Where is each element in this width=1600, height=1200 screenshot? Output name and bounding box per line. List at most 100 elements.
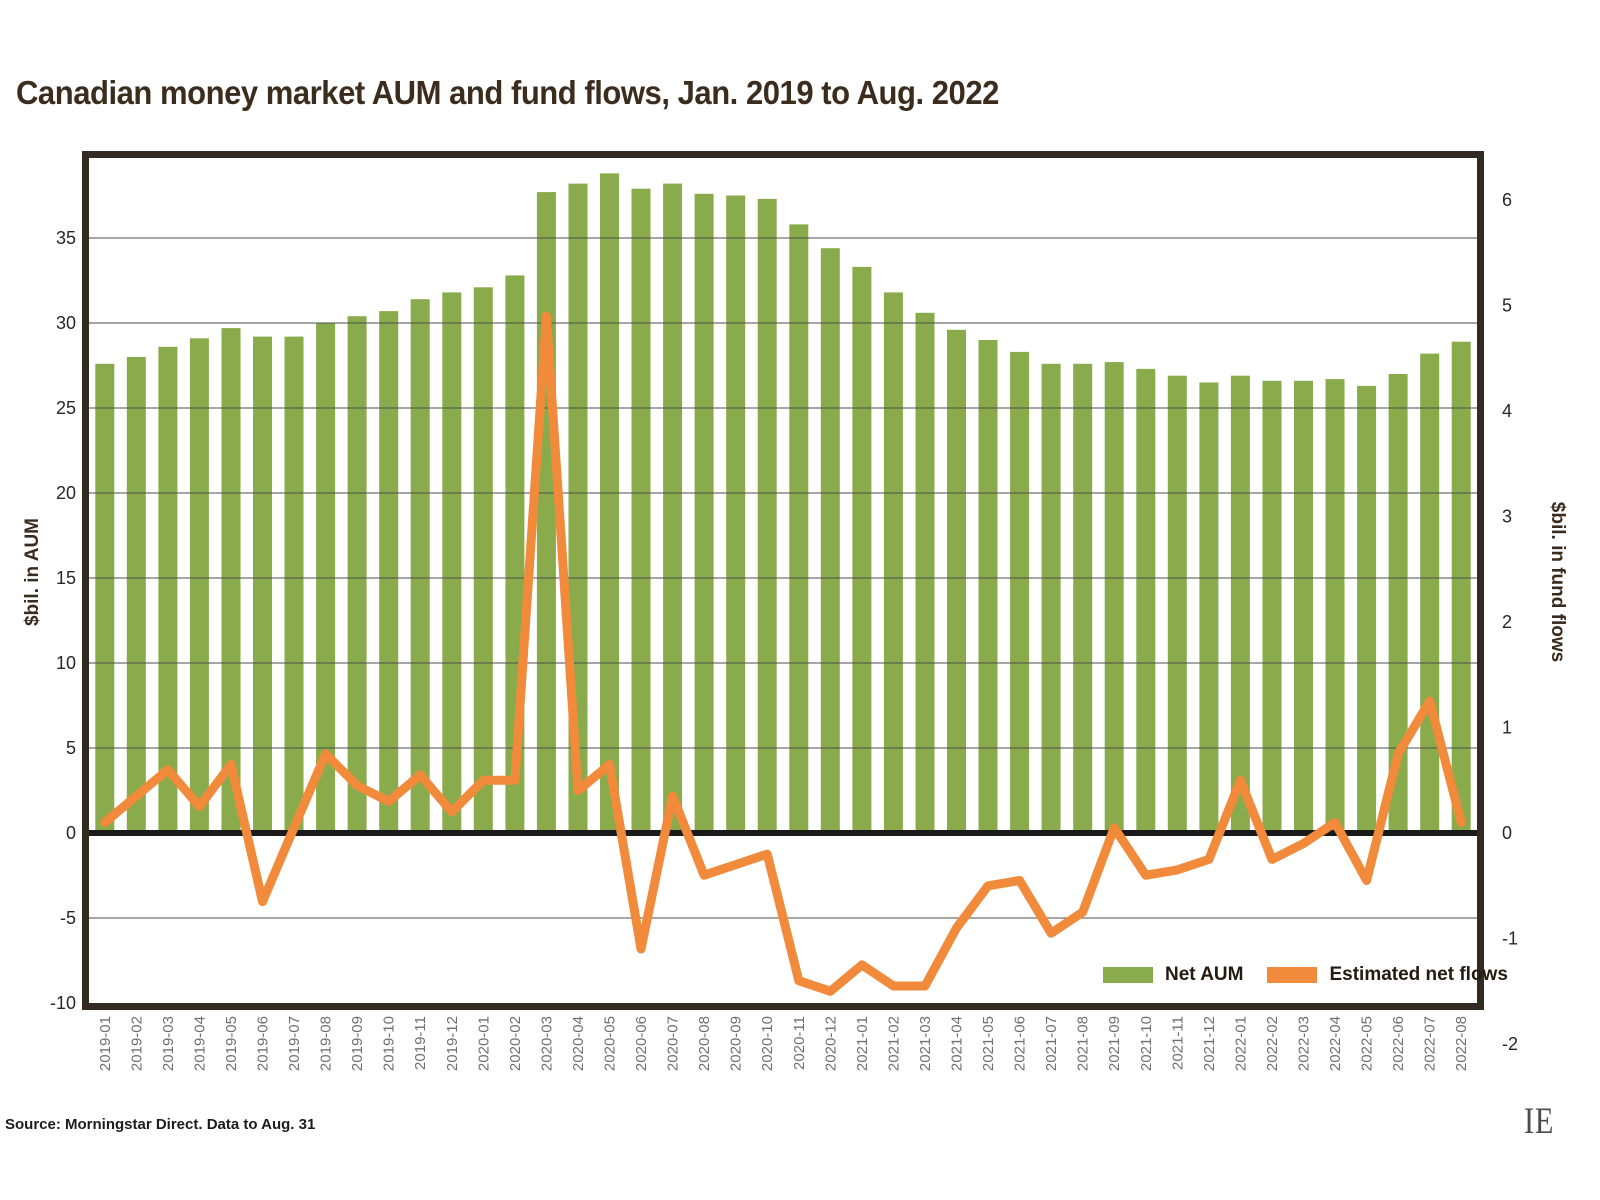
x-axis-label: 2021-10 <box>1138 1016 1155 1071</box>
aum-bar <box>947 329 966 833</box>
x-axis-label: 2021-07 <box>1043 1016 1060 1071</box>
aum-bar <box>1010 351 1030 833</box>
aum-bar <box>126 357 146 833</box>
x-axis-label: 2021-09 <box>1106 1016 1123 1071</box>
aum-bar <box>1357 385 1377 833</box>
aum-bar <box>1325 379 1345 833</box>
x-axis-label: 2020-10 <box>759 1016 776 1071</box>
aum-bar <box>789 224 809 833</box>
right-axis-tick: -2 <box>1502 1034 1518 1054</box>
x-axis-label: 2020-11 <box>791 1016 808 1070</box>
x-axis-label: 2022-01 <box>1232 1016 1249 1071</box>
x-axis-label: 2022-06 <box>1390 1016 1407 1071</box>
x-axis-label: 2020-09 <box>728 1016 745 1071</box>
x-axis-label: 2020-01 <box>475 1016 492 1071</box>
aum-bar <box>757 198 777 833</box>
x-axis-label: 2020-05 <box>602 1016 619 1071</box>
x-axis-label: 2021-05 <box>980 1016 997 1071</box>
left-axis-tick: 0 <box>66 823 76 843</box>
aum-bar <box>189 338 209 833</box>
chart-title: Canadian money market AUM and fund flows… <box>16 74 999 111</box>
aum-bar <box>347 316 367 833</box>
left-axis-tick: -10 <box>50 993 76 1013</box>
aum-bar <box>379 311 399 834</box>
aum-bar <box>1199 382 1219 833</box>
left-axis-tick: -5 <box>60 908 76 928</box>
x-axis-label: 2021-01 <box>854 1016 871 1071</box>
right-axis-tick: 5 <box>1502 296 1512 316</box>
left-axis-tick: 20 <box>56 483 76 503</box>
x-axis-label: 2022-04 <box>1327 1016 1344 1071</box>
aum-bar <box>978 340 998 833</box>
x-axis-label: 2021-11 <box>1169 1016 1186 1070</box>
source-note: Source: Morningstar Direct. Data to Aug.… <box>5 1116 316 1133</box>
aum-bar <box>1451 341 1471 833</box>
aum-bar <box>883 292 903 833</box>
aum-bar <box>221 328 241 833</box>
x-axis-label: 2022-08 <box>1453 1016 1470 1071</box>
x-axis-label: 2019-06 <box>255 1016 272 1071</box>
x-axis-label: 2021-04 <box>949 1016 966 1071</box>
aum-bar <box>536 192 556 834</box>
x-axis-label: 2021-02 <box>885 1016 902 1071</box>
aum-bar <box>410 299 430 833</box>
left-axis-tick: 25 <box>56 398 76 418</box>
x-axis-label: 2021-12 <box>1201 1016 1218 1071</box>
aum-bar <box>915 312 935 833</box>
left-axis-tick: 5 <box>66 738 76 758</box>
x-axis-label: 2019-11 <box>412 1016 429 1070</box>
left-axis-tick: 35 <box>56 228 76 248</box>
aum-bar <box>1104 362 1124 833</box>
x-axis-label: 2019-04 <box>191 1016 208 1071</box>
net-flows-label: Estimated net flows <box>1329 964 1508 985</box>
aum-bar <box>1136 368 1156 833</box>
x-axis-label: 2022-05 <box>1359 1016 1376 1071</box>
aum-bar <box>663 183 683 834</box>
aum-bar <box>253 336 272 833</box>
plot-border <box>82 151 1484 1010</box>
x-axis-label: 2020-02 <box>507 1016 524 1071</box>
x-axis-label: 2019-05 <box>223 1016 240 1071</box>
net-flows-swatch <box>1267 967 1318 983</box>
x-axis-label: 2019-07 <box>286 1016 303 1071</box>
aum-bar <box>473 287 493 833</box>
x-axis-label: 2022-02 <box>1264 1016 1281 1071</box>
aum-bar <box>1388 374 1408 833</box>
aum-bar <box>284 336 304 833</box>
right-axis-tick: 4 <box>1502 401 1512 421</box>
net-flows-line <box>100 311 1466 996</box>
right-axis-tick: 2 <box>1502 612 1512 632</box>
aum-bar <box>1230 375 1250 833</box>
aum-bar <box>631 188 651 833</box>
aum-bar <box>1073 363 1093 833</box>
x-axis-label: 2019-12 <box>444 1016 461 1071</box>
net-aum-label: Net AUM <box>1165 964 1244 985</box>
aum-bar <box>95 363 115 833</box>
left-axis-title: $bil. in AUM <box>22 517 43 627</box>
right-axis-title: $bil. in fund flows <box>1547 501 1568 663</box>
legend: Net AUM Estimated net flows <box>1103 964 1508 986</box>
right-axis-tick: -1 <box>1502 929 1518 949</box>
x-axis-label: 2021-03 <box>917 1016 934 1071</box>
x-axis-label: 2020-07 <box>665 1016 682 1071</box>
aum-bar <box>1041 363 1061 833</box>
x-axis-label: 2020-04 <box>570 1016 587 1071</box>
aum-bar <box>1262 380 1282 833</box>
x-axis-label: 2019-08 <box>318 1016 335 1071</box>
net-aum-swatch <box>1103 967 1153 983</box>
x-axis-label: 2019-03 <box>160 1016 177 1071</box>
x-axis-label: 2019-10 <box>381 1016 398 1071</box>
x-axis-label: 2020-08 <box>696 1016 713 1071</box>
left-axis-tick: 15 <box>56 568 76 588</box>
left-axis-tick: 30 <box>56 313 76 333</box>
right-axis-tick: 0 <box>1502 823 1512 843</box>
right-axis-tick: 6 <box>1502 190 1512 210</box>
aum-bar <box>600 173 619 833</box>
aum-bar <box>442 292 462 833</box>
x-axis-label: 2022-07 <box>1422 1016 1439 1071</box>
aum-bar <box>1294 380 1313 833</box>
aum-bar <box>158 346 178 833</box>
x-axis-label: 2021-06 <box>1012 1016 1029 1071</box>
